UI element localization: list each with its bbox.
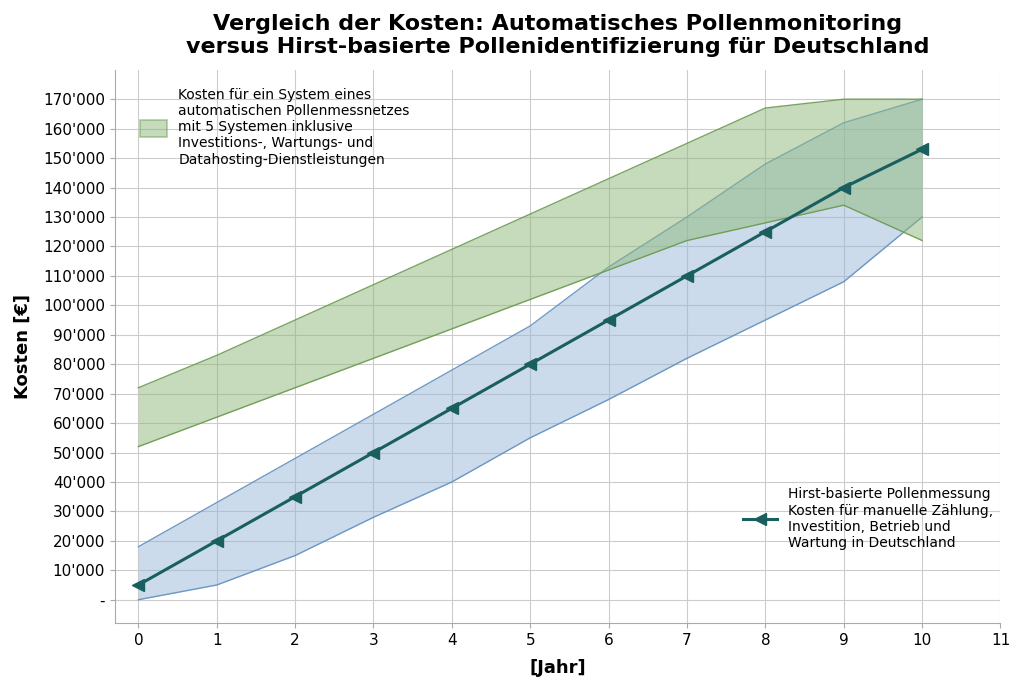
Y-axis label: Kosten [€]: Kosten [€] [14,294,32,399]
Legend: Hirst-basierte Pollenmessung
Kosten für manuelle Zählung,
Investition, Betrieb u: Hirst-basierte Pollenmessung Kosten für … [742,487,993,550]
Title: Vergleich der Kosten: Automatisches Pollenmonitoring
versus Hirst-basierte Polle: Vergleich der Kosten: Automatisches Poll… [186,14,930,57]
X-axis label: [Jahr]: [Jahr] [529,659,586,677]
